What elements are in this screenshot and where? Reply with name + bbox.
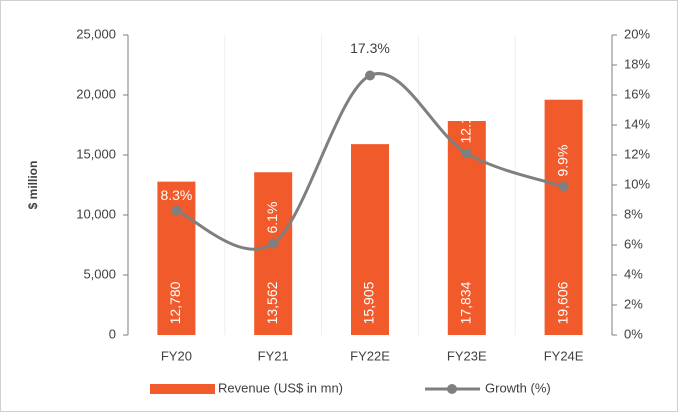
growth-marker: [171, 205, 182, 216]
y2-tick-label: 12%: [624, 146, 650, 161]
legend-swatch: [150, 384, 215, 394]
bar: [544, 99, 583, 335]
y2-tick-label: 4%: [624, 266, 643, 281]
bar: [254, 172, 293, 335]
x-tick-label: FY24E: [544, 348, 584, 363]
y2-tick-label: 20%: [624, 26, 650, 41]
growth-marker: [558, 181, 569, 192]
x-tick-label: FY23E: [447, 348, 487, 363]
y-tick-label: 25,000: [76, 26, 116, 41]
y2-tick-label: 18%: [624, 56, 650, 71]
y-axis-label: $ million: [26, 161, 40, 210]
y2-tick-label: 0%: [624, 326, 643, 341]
growth-marker: [365, 70, 375, 81]
bar-value-label: 12,780: [167, 281, 183, 324]
legend-label: Growth (%): [485, 380, 551, 395]
bar-value-label: 17,834: [458, 281, 474, 324]
growth-marker: [268, 238, 279, 249]
growth-value-label: 12.1%: [458, 104, 474, 144]
bar-value-label: 19,606: [554, 281, 570, 324]
x-tick-label: FY22E: [350, 348, 390, 363]
bar-value-label: 15,905: [361, 281, 377, 324]
growth-value-label: 9.9%: [554, 145, 570, 177]
x-tick-label: FY21: [258, 348, 289, 363]
y2-tick-label: 8%: [624, 206, 643, 221]
y-tick-label: 15,000: [76, 146, 116, 161]
y2-tick-label: 16%: [624, 86, 650, 101]
growth-marker: [461, 148, 472, 159]
y2-tick-label: 10%: [624, 176, 650, 191]
legend-label: Revenue (US$ in mn): [218, 380, 343, 395]
growth-value-label: 17.3%: [350, 40, 390, 56]
y2-tick-label: 2%: [624, 296, 643, 311]
y2-tick-label: 14%: [624, 116, 650, 131]
y-tick-label: 0: [109, 326, 116, 341]
growth-value-label: 8.3%: [160, 187, 192, 203]
bar-value-label: 13,562: [264, 281, 280, 324]
y-tick-label: 5,000: [83, 266, 116, 281]
y2-tick-label: 6%: [624, 236, 643, 251]
legend-marker: [447, 384, 457, 394]
growth-value-label: 6.1%: [264, 202, 280, 234]
y-tick-label: 10,000: [76, 206, 116, 221]
x-tick-label: FY20: [161, 348, 192, 363]
y-tick-label: 20,000: [76, 86, 116, 101]
bar: [351, 144, 389, 335]
